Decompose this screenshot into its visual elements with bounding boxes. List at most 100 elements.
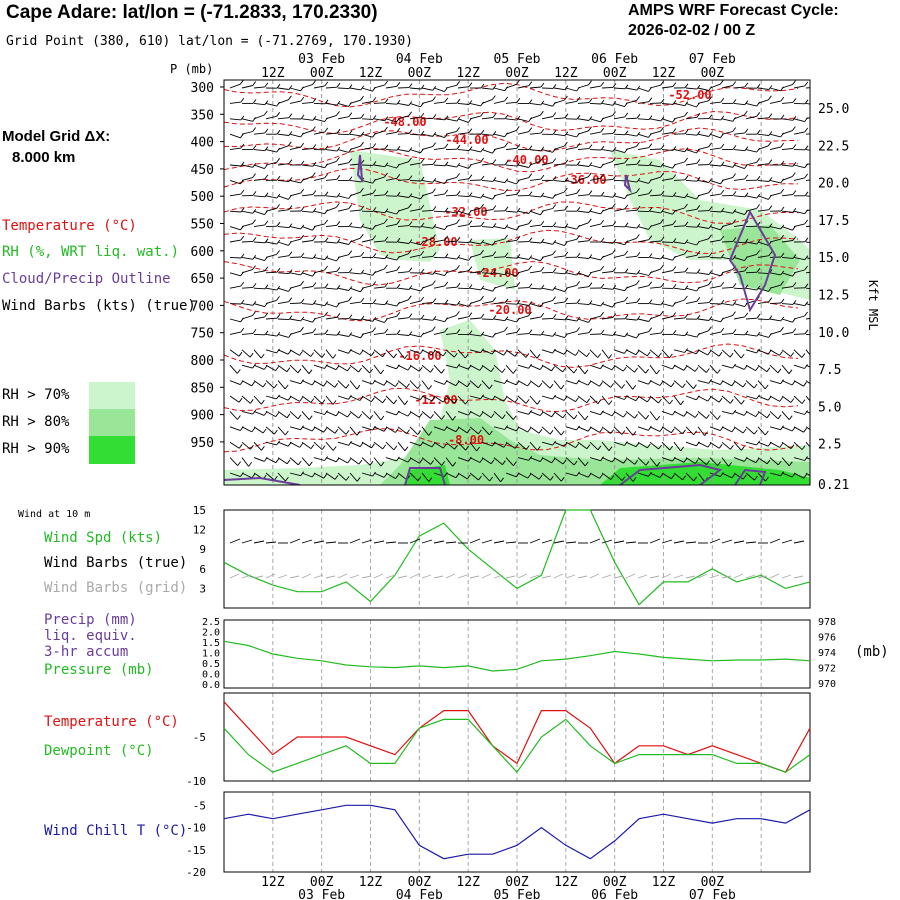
wind-barb bbox=[229, 193, 241, 197]
wind-barb-flag bbox=[624, 250, 629, 256]
wind-barb bbox=[421, 238, 433, 243]
wind-barb bbox=[229, 272, 241, 277]
wind-barb-flag bbox=[621, 476, 626, 481]
wind-barb bbox=[313, 472, 324, 479]
wind-barb-flag bbox=[442, 351, 447, 357]
wind-barb-flag bbox=[729, 352, 734, 358]
wind-barb-flag bbox=[308, 461, 313, 467]
wind-barb bbox=[277, 364, 288, 373]
wind-barb-flag bbox=[420, 314, 425, 320]
surface-wind-barb bbox=[265, 541, 277, 544]
wind-barb bbox=[289, 238, 301, 243]
wind-barb-flag bbox=[408, 221, 413, 226]
surface-wind-barb bbox=[361, 539, 373, 544]
wind-barb-flag bbox=[466, 382, 471, 388]
wind-barb bbox=[565, 179, 577, 184]
wind-barb-flag bbox=[504, 234, 508, 240]
panel-frame bbox=[223, 692, 811, 782]
wind-barb-flag bbox=[635, 350, 640, 355]
wind-barb bbox=[553, 163, 565, 166]
wind-barb bbox=[385, 303, 397, 307]
wind-barb-flag bbox=[372, 189, 377, 194]
rh-shading bbox=[224, 150, 810, 485]
wind-barb bbox=[769, 226, 781, 230]
wind-barb bbox=[253, 149, 265, 152]
wind-barb bbox=[313, 303, 325, 307]
wind-barb bbox=[709, 285, 721, 289]
wind-barb bbox=[481, 133, 493, 136]
wind-barb-flag bbox=[492, 269, 497, 274]
rh70-swatch bbox=[89, 382, 135, 410]
wind-barb-flag bbox=[490, 459, 495, 464]
wind-barb bbox=[661, 270, 673, 274]
wind-barb bbox=[769, 146, 781, 151]
wind-barb bbox=[433, 272, 445, 277]
wind-barb-flag bbox=[680, 446, 685, 452]
grid-wind-barb bbox=[301, 573, 312, 579]
wind-barb bbox=[818, 163, 829, 165]
wind-barb bbox=[601, 287, 613, 290]
wind-barb-flag bbox=[249, 399, 254, 404]
wind-barb-flag bbox=[252, 219, 256, 224]
wind-barb-flag bbox=[766, 367, 771, 372]
wind-barb-flag bbox=[648, 253, 653, 258]
bottom-time-label: 12Z bbox=[456, 875, 480, 890]
wind-barb-flag bbox=[756, 83, 761, 89]
wind-barb-flag bbox=[252, 265, 256, 270]
wind-barb-flag bbox=[299, 443, 304, 448]
wind-barb bbox=[229, 256, 242, 259]
wind-barb-flag bbox=[829, 205, 832, 209]
wind-barb bbox=[313, 333, 326, 335]
wind-barb bbox=[253, 457, 265, 462]
wind-barb-flag bbox=[731, 473, 736, 479]
wind-barb-flag bbox=[817, 193, 820, 197]
wind-barb bbox=[337, 441, 349, 446]
wind-barb-flag bbox=[516, 115, 521, 121]
wind-barb-flag bbox=[611, 457, 616, 463]
wind-barb-flag bbox=[492, 148, 496, 154]
wind-barb-flag bbox=[744, 82, 749, 88]
wind-barb bbox=[541, 300, 553, 305]
wind-barb-flag bbox=[597, 399, 602, 404]
wind-barb bbox=[529, 149, 541, 152]
wind-barb bbox=[685, 102, 697, 108]
grid-wind-barb bbox=[685, 575, 696, 579]
wind-barb-flag bbox=[588, 328, 593, 333]
rh90-label: RH > 90% bbox=[2, 441, 70, 457]
wind-barb-flag bbox=[744, 100, 749, 105]
wind-barb bbox=[397, 102, 409, 106]
top-time-label: 00Z bbox=[603, 66, 627, 81]
wind-barb-flag bbox=[780, 160, 785, 166]
wind-barb bbox=[769, 272, 781, 276]
wind-barb bbox=[781, 364, 790, 374]
wind-barb-flag bbox=[240, 189, 245, 195]
wind-barb bbox=[781, 380, 793, 386]
wind-barb-flag bbox=[431, 326, 436, 331]
wind-barb bbox=[757, 145, 769, 151]
wind-barb-flag bbox=[264, 82, 269, 88]
wind-barb-flag bbox=[504, 188, 508, 194]
wind-barb-flag bbox=[382, 444, 387, 450]
wind-barb bbox=[685, 333, 697, 338]
wind-barb bbox=[229, 364, 238, 374]
wind-barb-flag bbox=[792, 116, 797, 121]
wind-barb bbox=[421, 395, 433, 402]
wind-barb-flag bbox=[527, 427, 532, 433]
wind-barb bbox=[229, 210, 242, 213]
wind-barb-flag bbox=[576, 281, 580, 286]
wind-barb-flag bbox=[284, 430, 289, 436]
wind-barb bbox=[745, 472, 755, 481]
wind-barb bbox=[709, 239, 721, 243]
wind-barb-flag bbox=[660, 254, 665, 260]
wind-barb bbox=[385, 118, 397, 123]
wind-barb-flag bbox=[477, 383, 482, 389]
wind-barb bbox=[805, 87, 810, 89]
wind-barb-flag bbox=[744, 238, 749, 244]
wind-barb bbox=[253, 256, 265, 262]
wind-barb bbox=[421, 133, 433, 137]
wind-barb-flag bbox=[492, 85, 497, 90]
wind-barb bbox=[565, 411, 575, 420]
wind-barb-flag bbox=[372, 253, 377, 258]
wind-barb-flag bbox=[683, 366, 688, 371]
precip-tick-label: 1.0 bbox=[202, 649, 220, 660]
